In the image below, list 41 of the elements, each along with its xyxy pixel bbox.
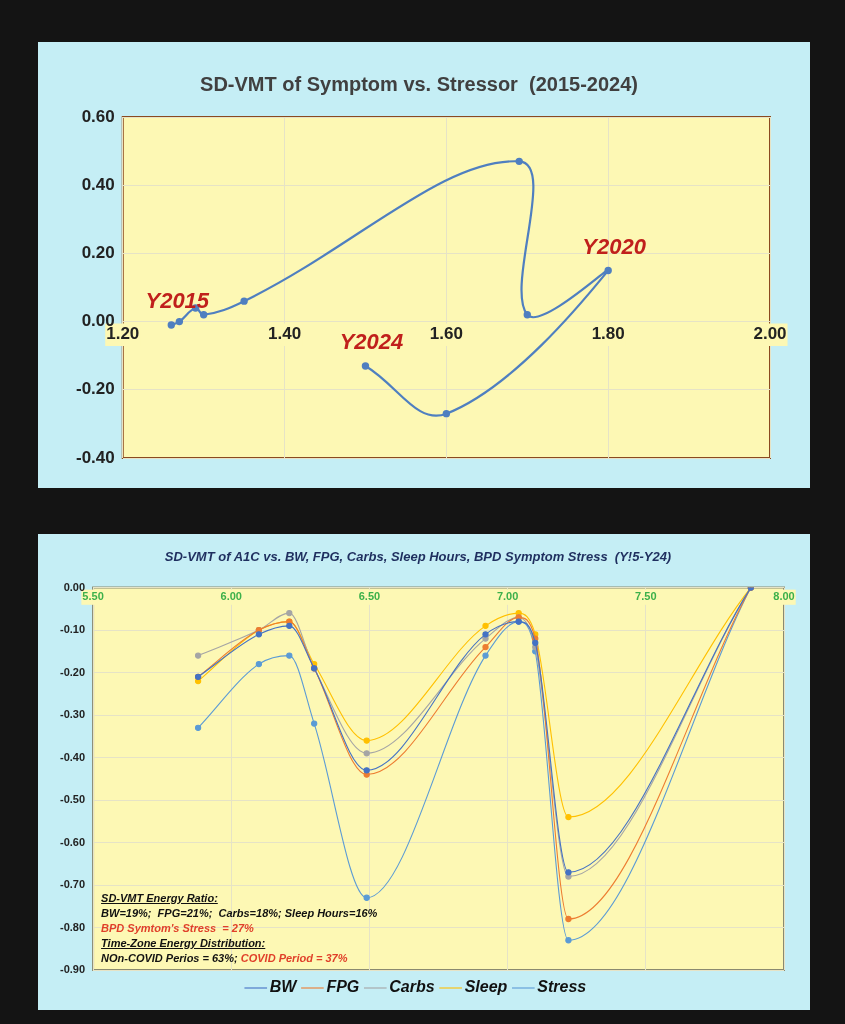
annotation: Y2020 [582, 233, 647, 259]
annotation: Y2024 [339, 328, 404, 354]
x-tick-label: 1.40 [268, 324, 302, 344]
y-tick-label: 0.60 [81, 106, 115, 126]
y-tick-label: 0.40 [81, 174, 115, 194]
legend-label: Sleep [464, 978, 508, 996]
x-tick-label: 7.50 [635, 590, 657, 603]
y-tick-label: -0.10 [59, 623, 86, 636]
annotation: COVID Period = 37% [240, 952, 348, 964]
y-tick-label: -0.20 [59, 665, 86, 678]
y-tick-label: -0.20 [76, 379, 115, 399]
x-tick-label: 7.00 [496, 590, 519, 603]
y-tick-label: -0.40 [59, 750, 86, 763]
legend-label: Stress [537, 978, 587, 996]
y-tick-label: -0.40 [76, 447, 115, 467]
chart-title: SD-VMT of Symptom vs. Stressor (2015-2024) [200, 72, 638, 95]
x-tick-label: 6.00 [220, 590, 242, 603]
x-tick-label: 2.00 [753, 324, 787, 344]
y-tick-label: -0.50 [59, 793, 86, 806]
x-tick-label: 8.00 [773, 590, 795, 603]
y-tick-label: -0.70 [59, 878, 86, 891]
y-tick-label: 0.20 [81, 243, 115, 263]
annotation: BPD Symtom's Stress = 27% [101, 922, 254, 934]
legend-label: BW [269, 978, 299, 996]
x-tick-label: 1.60 [429, 324, 463, 344]
legend-label: FPG [326, 978, 360, 996]
x-tick-label: 5.50 [82, 590, 104, 603]
x-tick-label: 6.50 [358, 590, 381, 603]
x-tick-label: 1.80 [591, 324, 625, 344]
annotation: BW=19%; FPG=21%; Carbs=18%; Sleep Hours=16% [101, 907, 378, 919]
annotation: SD-VMT Energy Ratio: [101, 892, 218, 904]
y-tick-label: -0.60 [59, 835, 86, 848]
y-tick-label: -0.30 [59, 708, 86, 721]
annotation: NOn-COVID Perios = 63%; [101, 952, 239, 964]
legend-label: Carbs [389, 978, 435, 996]
annotation: Time-Zone Energy Distribution: [101, 937, 266, 949]
y-tick-label: -0.80 [59, 920, 86, 933]
chart-title: SD-VMT of A1C vs. BW, FPG, Carbs, Sleep Hours, BPD Symptom Stress (Y!5-Y24) [164, 549, 672, 565]
annotation: Y2015 [145, 288, 210, 314]
y-tick-label: -0.90 [59, 963, 86, 976]
y-tick-label: 0.00 [63, 580, 86, 593]
